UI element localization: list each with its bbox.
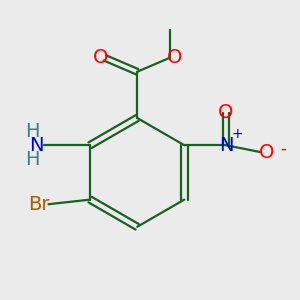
Text: -: - <box>280 140 286 158</box>
Text: O: O <box>93 48 108 68</box>
Text: H: H <box>25 122 40 141</box>
Text: O: O <box>167 48 182 68</box>
Text: N: N <box>29 136 44 155</box>
Text: Br: Br <box>28 195 50 214</box>
Text: O: O <box>259 142 275 162</box>
Text: +: + <box>232 127 243 141</box>
Text: O: O <box>218 103 234 122</box>
Text: N: N <box>219 136 233 155</box>
Text: H: H <box>25 150 40 169</box>
